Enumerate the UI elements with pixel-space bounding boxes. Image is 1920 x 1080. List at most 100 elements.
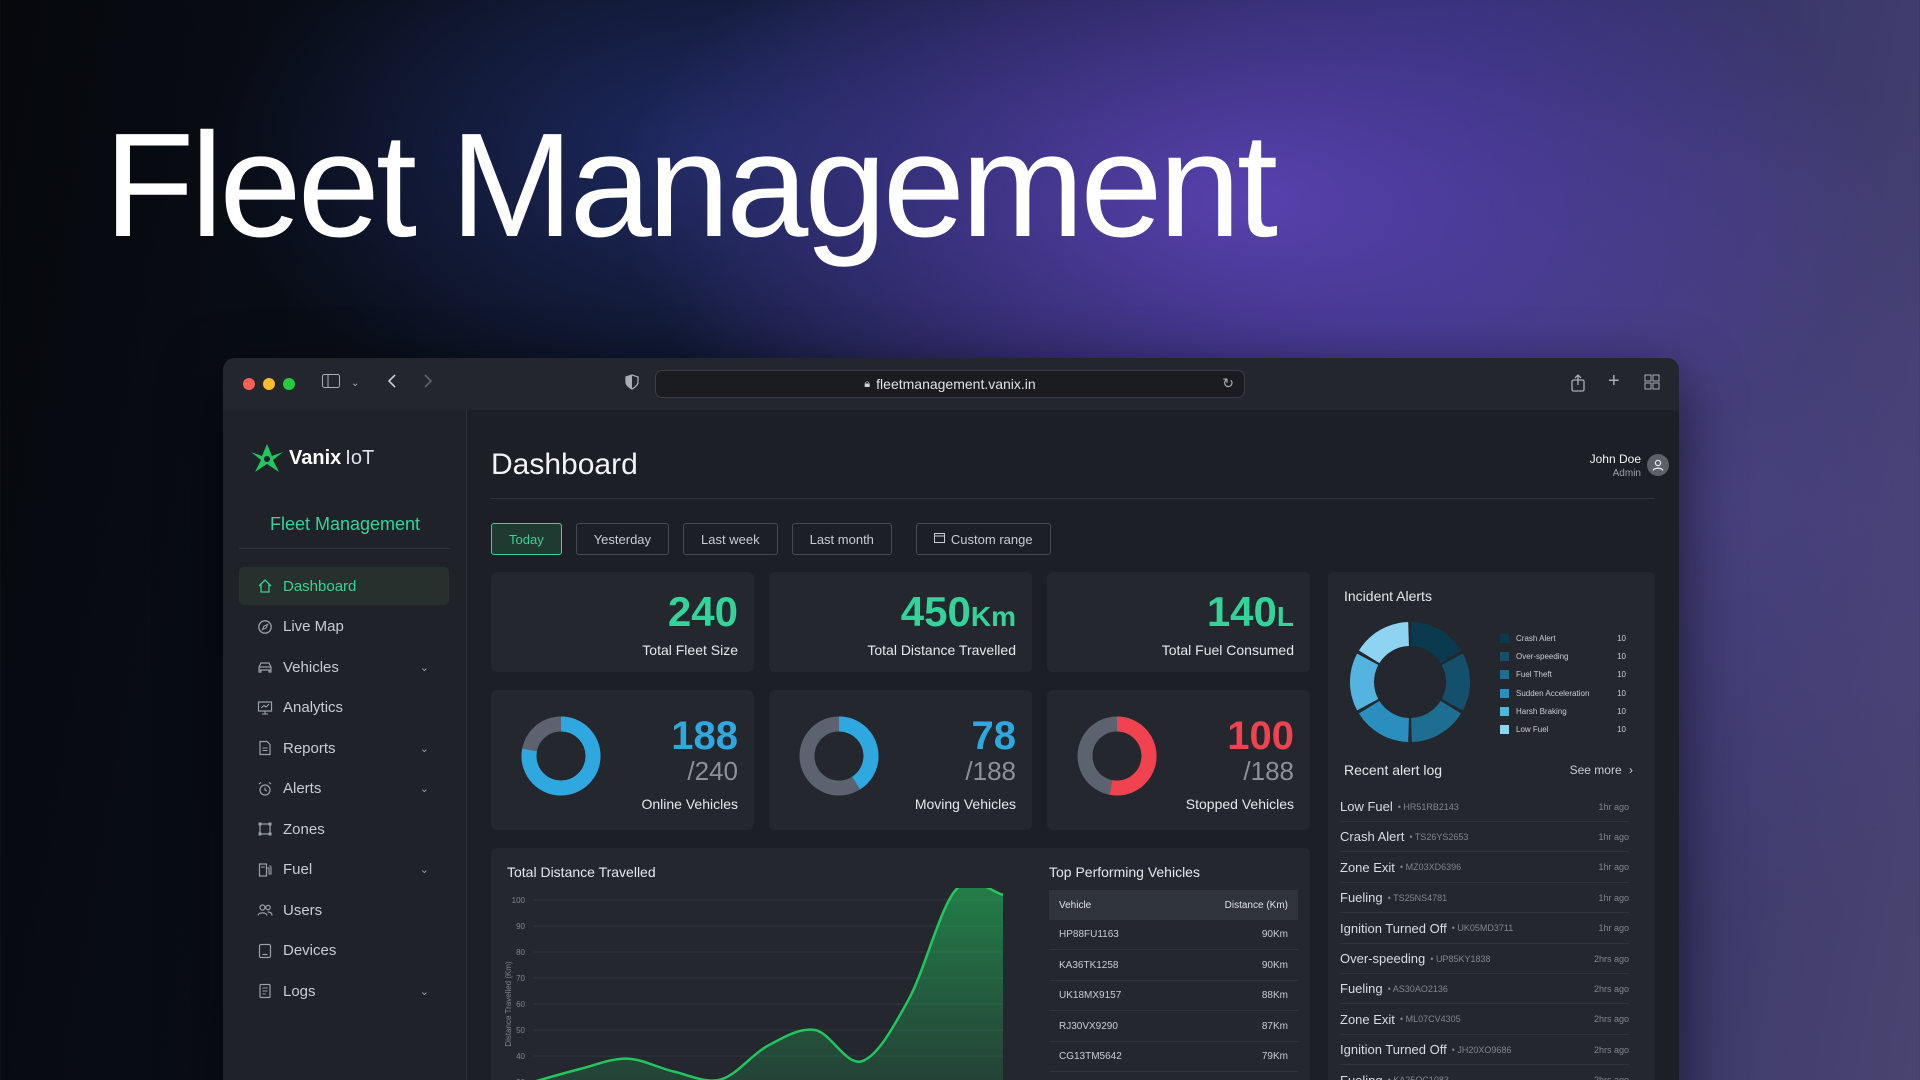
device-icon [257, 943, 273, 959]
filter-custom-range[interactable]: Custom range [915, 523, 1051, 555]
alert-log-row[interactable]: Ignition Turned Off • UK05MD3711 1hr ago [1340, 914, 1629, 944]
chevron-down-icon[interactable]: ⌄ [351, 378, 360, 389]
alert-vehicle: • UK05MD3711 [1451, 923, 1514, 934]
incident-slice [1350, 653, 1379, 711]
chevron-down-icon[interactable]: ⌄ [419, 661, 429, 674]
sidebar-item-dashboard[interactable]: Dashboard [239, 567, 449, 605]
alert-log-row[interactable]: Crash Alert • TS26YS2653 1hr ago [1340, 822, 1629, 853]
sidebar-item-fuel[interactable]: Fuel ⌄ [239, 851, 449, 889]
sidebar-item-label: Vehicles [283, 658, 339, 676]
sidebar: Vanix IoT Fleet Management Dashboard Live … [223, 410, 467, 1080]
chevron-down-icon[interactable]: ⌄ [419, 985, 429, 998]
new-tab-icon[interactable]: + [1608, 370, 1620, 392]
y-tick-label: 40 [516, 1052, 525, 1061]
sidebar-item-alerts[interactable]: Alerts ⌄ [239, 770, 449, 808]
legend-label: Low Fuel [1516, 725, 1549, 734]
incident-slice [1358, 700, 1410, 742]
incident-slice [1410, 622, 1462, 664]
alert-vehicle: • MZ03XD6396 [1399, 862, 1462, 873]
moving-donut [799, 716, 879, 796]
sidebar-item-users[interactable]: Users [239, 891, 449, 929]
distance-chart-card: Total Distance Travelled 203040506070809… [491, 848, 1310, 1080]
alert-log-row[interactable]: Zone Exit • ML07CV4305 2hrs ago [1340, 1005, 1629, 1035]
avatar[interactable] [1647, 454, 1669, 476]
sidebar-item-label: Devices [283, 942, 337, 959]
back-icon[interactable] [387, 374, 397, 394]
stopped-label: Stopped Vehicles [1185, 796, 1294, 812]
vehicle-distance: 79Km [1261, 1051, 1288, 1062]
legend-item: Harsh Braking 10 [1500, 706, 1626, 716]
alert-time: 2hrs ago [1594, 1075, 1629, 1080]
monitor-chart-icon [257, 700, 273, 716]
alert-name: Zone Exit [1340, 1011, 1395, 1027]
alert-name: Crash Alert [1340, 829, 1405, 845]
sidebar-toggle-icon[interactable] [322, 374, 340, 394]
share-icon[interactable] [1571, 374, 1585, 398]
divider [239, 548, 450, 549]
table-row[interactable]: RJ30VX9290 87Km [1049, 1012, 1298, 1042]
forward-icon[interactable] [423, 374, 433, 394]
table-row[interactable]: HP88FU1163 90Km [1049, 920, 1298, 950]
close-window-button[interactable] [243, 378, 255, 390]
table-row[interactable]: KA36TK1258 90Km [1049, 951, 1298, 981]
zone-icon [257, 821, 273, 837]
legend-swatch [1500, 652, 1509, 662]
filter-yesterday[interactable]: Yesterday [575, 523, 670, 555]
home-icon [257, 578, 273, 594]
table-row[interactable]: UK18MX9157 88Km [1049, 981, 1298, 1011]
y-tick-label: 70 [516, 974, 525, 983]
user-role: Admin [1612, 468, 1641, 479]
sidebar-item-analytics[interactable]: Analytics [239, 689, 449, 727]
alert-time: 2hrs ago [1593, 1044, 1629, 1055]
vehicle-id: HP88FU1163 [1059, 929, 1119, 940]
sidebar-item-logs[interactable]: Logs ⌄ [239, 972, 449, 1010]
sidebar-item-devices[interactable]: Devices [239, 932, 449, 970]
alert-log-row[interactable]: Fueling • KA25OC1083 2hrs ago [1340, 1066, 1629, 1080]
moving-total: /188 [965, 756, 1016, 786]
filter-last-month[interactable]: Last month [791, 523, 892, 555]
donut-value-arc [521, 716, 601, 796]
alert-log-row[interactable]: Over-speeding • UP85KY1838 2hrs ago [1340, 944, 1629, 974]
alert-log-row[interactable]: Ignition Turned Off • JH20XO9686 2hrs ago [1340, 1035, 1629, 1066]
sidebar-nav: Dashboard Live Map Vehicles ⌄ Analytics Repor… [239, 567, 449, 1013]
online-total: /240 [687, 756, 738, 786]
alert-time: 2hrs ago [1593, 983, 1629, 994]
sidebar-item-zones[interactable]: Zones [239, 810, 449, 848]
brand-logo[interactable]: Vanix IoT [249, 440, 374, 476]
see-more-link[interactable]: See more › [1569, 763, 1633, 777]
alert-log-row[interactable]: Low Fuel • HR51RB2143 1hr ago [1340, 792, 1629, 822]
minimize-window-button[interactable] [263, 378, 275, 390]
chevron-down-icon[interactable]: ⌄ [419, 742, 429, 755]
moving-label: Moving Vehicles [914, 796, 1016, 812]
stopped-total: /188 [1243, 756, 1294, 786]
table-row[interactable]: CG13TM5642 79Km [1049, 1042, 1298, 1072]
reload-icon[interactable]: ↻ [1222, 375, 1234, 391]
alert-time: 2hrs ago [1593, 953, 1629, 964]
incident-slice [1410, 700, 1462, 742]
sidebar-item-vehicles[interactable]: Vehicles ⌄ [239, 648, 449, 686]
sidebar-item-live-map[interactable]: Live Map [239, 608, 449, 646]
stopped-value: 100 [1227, 714, 1294, 758]
user-info[interactable]: John Doe Admin [1590, 452, 1641, 479]
address-bar[interactable]: 🔒︎ fleetmanagement.vanix.in ↻ [655, 370, 1245, 398]
shield-icon[interactable] [625, 374, 639, 396]
tab-overview-icon[interactable] [1644, 374, 1660, 396]
filter-today[interactable]: Today [491, 523, 562, 555]
alert-log-row[interactable]: Zone Exit • MZ03XD6396 1hr ago [1340, 853, 1629, 883]
custom-range-label: Custom range [950, 531, 1033, 547]
alert-name: Fueling [1340, 890, 1383, 906]
sidebar-item-label: Alerts [283, 780, 322, 797]
alert-name: Ignition Turned Off [1340, 920, 1447, 936]
legend-swatch [1500, 670, 1509, 680]
sidebar-item-label: Users [283, 901, 323, 919]
fleet-size-label: Total Fleet Size [642, 642, 738, 658]
chevron-down-icon[interactable]: ⌄ [419, 783, 429, 795]
sidebar-item-reports[interactable]: Reports ⌄ [239, 729, 449, 767]
hero-title: Fleet Management [104, 103, 1278, 268]
alert-log-row[interactable]: Fueling • TS25NS4781 1hr ago [1340, 883, 1629, 914]
maximize-window-button[interactable] [283, 378, 295, 390]
filter-last-week[interactable]: Last week [683, 523, 778, 555]
alert-log-row[interactable]: Fueling • AS30AO2136 2hrs ago [1340, 974, 1629, 1005]
column-distance: Distance (Km) [1224, 899, 1288, 911]
chevron-down-icon[interactable]: ⌄ [419, 864, 429, 876]
